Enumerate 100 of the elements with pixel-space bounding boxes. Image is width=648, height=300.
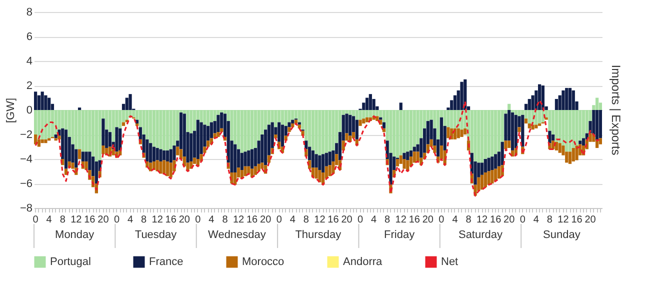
- bar: [362, 118, 366, 124]
- x-tick-label: 16: [328, 214, 340, 226]
- bar: [596, 110, 599, 141]
- bar: [402, 110, 406, 153]
- bar: [190, 110, 193, 134]
- bar: [37, 95, 40, 110]
- x-tick-label: 4: [533, 214, 540, 226]
- bar: [210, 122, 214, 138]
- bar: [294, 110, 298, 119]
- legend-label: Morocco: [242, 256, 284, 268]
- bar: [159, 110, 162, 150]
- bar: [40, 139, 44, 144]
- x-tick-label: 4: [290, 214, 296, 226]
- bar: [504, 140, 508, 150]
- bar: [487, 158, 490, 172]
- x-tick-label: 12: [232, 214, 245, 226]
- bar: [48, 98, 51, 110]
- bar: [402, 159, 406, 169]
- bar: [568, 152, 572, 164]
- bar: [446, 110, 450, 128]
- bar: [230, 110, 234, 141]
- text: Sunday: [543, 229, 581, 241]
- bar: [544, 117, 548, 120]
- bar: [328, 165, 332, 176]
- bar: [524, 118, 528, 124]
- x-tick-label: 20: [98, 214, 110, 226]
- bar: [348, 114, 352, 136]
- bar: [510, 112, 514, 150]
- bar: [412, 110, 416, 147]
- x-tick-label: 0: [276, 214, 282, 226]
- bar: [480, 174, 484, 190]
- bar: [365, 110, 369, 118]
- bar: [402, 152, 406, 159]
- bar: [416, 152, 420, 162]
- bar: [250, 110, 254, 150]
- bar: [169, 110, 172, 150]
- x-tick-label: 0: [520, 214, 526, 226]
- bar: [318, 155, 322, 170]
- bar: [365, 117, 369, 122]
- bar: [352, 132, 356, 138]
- bar: [200, 110, 203, 122]
- bar: [392, 110, 396, 157]
- bar: [345, 110, 348, 114]
- legend-label: Andorra: [343, 256, 384, 268]
- bar: [146, 110, 149, 140]
- bar: [521, 110, 524, 115]
- bar: [192, 110, 196, 131]
- bar: [446, 127, 450, 138]
- bar: [166, 110, 170, 150]
- bar: [203, 146, 206, 153]
- bar: [514, 110, 518, 115]
- bar: [477, 110, 480, 163]
- bar: [216, 132, 220, 137]
- bar: [162, 160, 166, 174]
- bar: [436, 110, 440, 140]
- bar: [565, 110, 568, 152]
- bar: [508, 104, 511, 110]
- bar: [247, 110, 250, 150]
- bar: [105, 110, 108, 130]
- bar: [453, 110, 457, 128]
- bar: [206, 110, 210, 126]
- x-tick-label: 16: [490, 214, 502, 226]
- bar: [596, 98, 599, 110]
- bar: [575, 146, 578, 160]
- bar: [554, 98, 558, 110]
- bar: [500, 142, 504, 166]
- bar: [348, 110, 352, 115]
- bar: [396, 110, 400, 158]
- x-tick-label: 0: [438, 214, 445, 226]
- bar: [206, 140, 210, 147]
- bar: [234, 144, 237, 172]
- bar: [562, 90, 565, 110]
- bar: [196, 120, 200, 159]
- x-tick-label: 4: [46, 214, 52, 226]
- bar: [244, 152, 247, 166]
- bar: [324, 110, 328, 153]
- x-tick-label: 8: [222, 214, 228, 226]
- bar: [284, 110, 288, 126]
- x-tick-label: 20: [341, 214, 353, 226]
- y-tick-label: −2: [20, 129, 32, 141]
- bar: [149, 162, 152, 172]
- bar: [328, 152, 332, 166]
- bar: [345, 133, 348, 141]
- bar: [64, 130, 68, 169]
- bar: [298, 124, 301, 128]
- bar: [54, 138, 58, 141]
- bar: [152, 146, 156, 162]
- bar: [497, 166, 501, 179]
- bar: [365, 98, 369, 110]
- bar: [518, 110, 521, 116]
- bar: [216, 114, 220, 132]
- bar: [254, 166, 257, 175]
- bar: [399, 110, 402, 156]
- bar: [443, 110, 446, 126]
- bar: [552, 134, 555, 141]
- bar: [40, 92, 44, 110]
- bar: [236, 110, 240, 150]
- bar: [254, 110, 257, 148]
- x-tick-label: 12: [395, 214, 407, 226]
- bar: [48, 138, 51, 141]
